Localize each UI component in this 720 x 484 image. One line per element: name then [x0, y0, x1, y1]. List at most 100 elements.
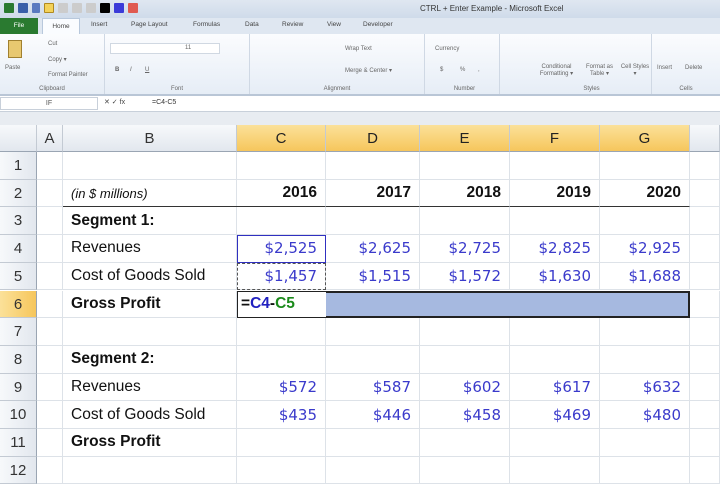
cell[interactable] [510, 152, 600, 180]
format-painter-button[interactable]: Format Painter [48, 72, 88, 78]
cell[interactable] [510, 373, 600, 402]
row-header-12[interactable]: 12 [0, 456, 37, 484]
tab-page-layout[interactable]: Page Layout [131, 21, 168, 28]
column-header-e[interactable]: E [420, 125, 510, 152]
cut-button[interactable]: Cut [48, 41, 58, 47]
column-header-g[interactable]: G [600, 125, 690, 152]
cogs-value[interactable]: $435 [278, 405, 317, 424]
cell[interactable] [326, 373, 420, 402]
formula-input[interactable]: =C4-C5 [152, 99, 177, 106]
cell[interactable] [510, 207, 600, 236]
cogs-label[interactable]: Cost of Goods Sold [63, 401, 237, 429]
cell[interactable] [37, 290, 63, 319]
column-header-h[interactable] [690, 125, 720, 152]
comma-button[interactable]: , [478, 67, 480, 73]
row-header-2[interactable]: 2 [0, 179, 37, 208]
revenue-value[interactable]: $602 [462, 377, 501, 396]
revenue-value[interactable]: $2,825 [538, 239, 592, 258]
cell[interactable] [326, 456, 420, 484]
tab-insert[interactable]: Insert [91, 21, 108, 28]
print-preview-icon[interactable] [58, 3, 68, 13]
row-header-1[interactable]: 1 [0, 152, 37, 180]
cogs-value[interactable]: $1,515 [358, 267, 412, 286]
cell[interactable] [326, 401, 420, 429]
font-name-select[interactable] [110, 43, 220, 54]
cell[interactable] [420, 262, 510, 291]
revenue-value[interactable]: $617 [552, 377, 591, 396]
cogs-value[interactable]: $1,630 [538, 267, 592, 286]
cell[interactable] [510, 345, 600, 374]
cell[interactable] [510, 456, 600, 484]
cell[interactable] [600, 318, 690, 346]
cell-styles-button[interactable]: Cell Styles ▾ [620, 64, 650, 77]
cogs-value[interactable]: $480 [642, 405, 681, 424]
segment-1-title[interactable]: Segment 1: [63, 207, 237, 236]
cell[interactable] [600, 456, 690, 484]
black-color-icon[interactable] [100, 3, 110, 13]
row-header-8[interactable]: 8 [0, 345, 37, 374]
paste-icon[interactable] [8, 40, 22, 58]
tab-data[interactable]: Data [245, 21, 259, 28]
cell[interactable] [37, 207, 63, 236]
revenue-value[interactable]: $572 [278, 377, 317, 396]
cell[interactable] [37, 318, 63, 346]
red-color-icon[interactable] [128, 3, 138, 13]
tab-home[interactable]: Home [42, 18, 80, 35]
cell[interactable] [237, 456, 326, 484]
cell[interactable] [690, 456, 720, 484]
cell[interactable] [37, 179, 63, 208]
cell[interactable] [237, 152, 326, 180]
cell[interactable] [37, 235, 63, 263]
revenue-value[interactable]: $2,925 [628, 239, 682, 258]
cell[interactable] [420, 207, 510, 236]
merge-center-button[interactable]: Merge & Center ▾ [345, 68, 393, 74]
revenues-label[interactable]: Revenues [63, 235, 237, 263]
cell[interactable] [690, 345, 720, 374]
cell[interactable] [690, 179, 720, 208]
cell[interactable] [510, 235, 600, 263]
conditional-formatting-button[interactable]: Conditional Formatting ▾ [539, 64, 574, 77]
fill-color-icon[interactable] [44, 3, 54, 13]
cell[interactable] [510, 262, 600, 291]
cell[interactable] [690, 373, 720, 402]
cell[interactable] [600, 373, 690, 402]
column-header-f[interactable]: F [510, 125, 600, 152]
revenue-value[interactable]: $2,525 [264, 239, 318, 258]
blue-color-icon[interactable] [114, 3, 124, 13]
cell[interactable] [326, 318, 420, 346]
tab-developer[interactable]: Developer [363, 21, 393, 28]
cell[interactable] [37, 152, 63, 180]
tab-formulas[interactable]: Formulas [193, 21, 221, 28]
column-header-c[interactable]: C [237, 125, 326, 152]
percent-button[interactable]: % [460, 67, 466, 73]
gross-profit-label[interactable]: Gross Profit [63, 429, 237, 457]
tab-review[interactable]: Review [282, 21, 304, 28]
currency-button[interactable]: $ [440, 67, 444, 73]
cell[interactable] [237, 207, 326, 236]
undo-icon[interactable] [32, 3, 40, 13]
cogs-value[interactable]: $1,457 [264, 267, 318, 286]
cell[interactable] [420, 401, 510, 429]
year-header[interactable]: 2016 [237, 180, 326, 208]
cell[interactable] [420, 429, 510, 457]
format-as-table-button[interactable]: Format as Table ▾ [585, 64, 613, 77]
cell[interactable] [326, 235, 420, 263]
cell[interactable] [420, 152, 510, 180]
year-header[interactable]: 2018 [420, 180, 510, 208]
cell[interactable] [237, 318, 326, 346]
cogs-value[interactable]: $1,688 [628, 267, 682, 286]
cell[interactable] [63, 152, 237, 180]
revenue-value[interactable]: $2,725 [448, 239, 502, 258]
cell[interactable] [600, 262, 690, 291]
revenue-value[interactable]: $587 [372, 377, 411, 396]
cell[interactable] [63, 456, 237, 484]
revenue-value[interactable]: $2,625 [358, 239, 412, 258]
font-size-select[interactable]: 11 [185, 45, 192, 51]
cell[interactable] [326, 345, 420, 374]
cell[interactable] [690, 318, 720, 346]
italic-button[interactable]: I [130, 67, 132, 73]
row-header-11[interactable]: 11 [0, 429, 37, 457]
underline-button[interactable]: U [145, 67, 150, 73]
cell[interactable] [510, 401, 600, 429]
row-header-4[interactable]: 4 [0, 235, 37, 263]
